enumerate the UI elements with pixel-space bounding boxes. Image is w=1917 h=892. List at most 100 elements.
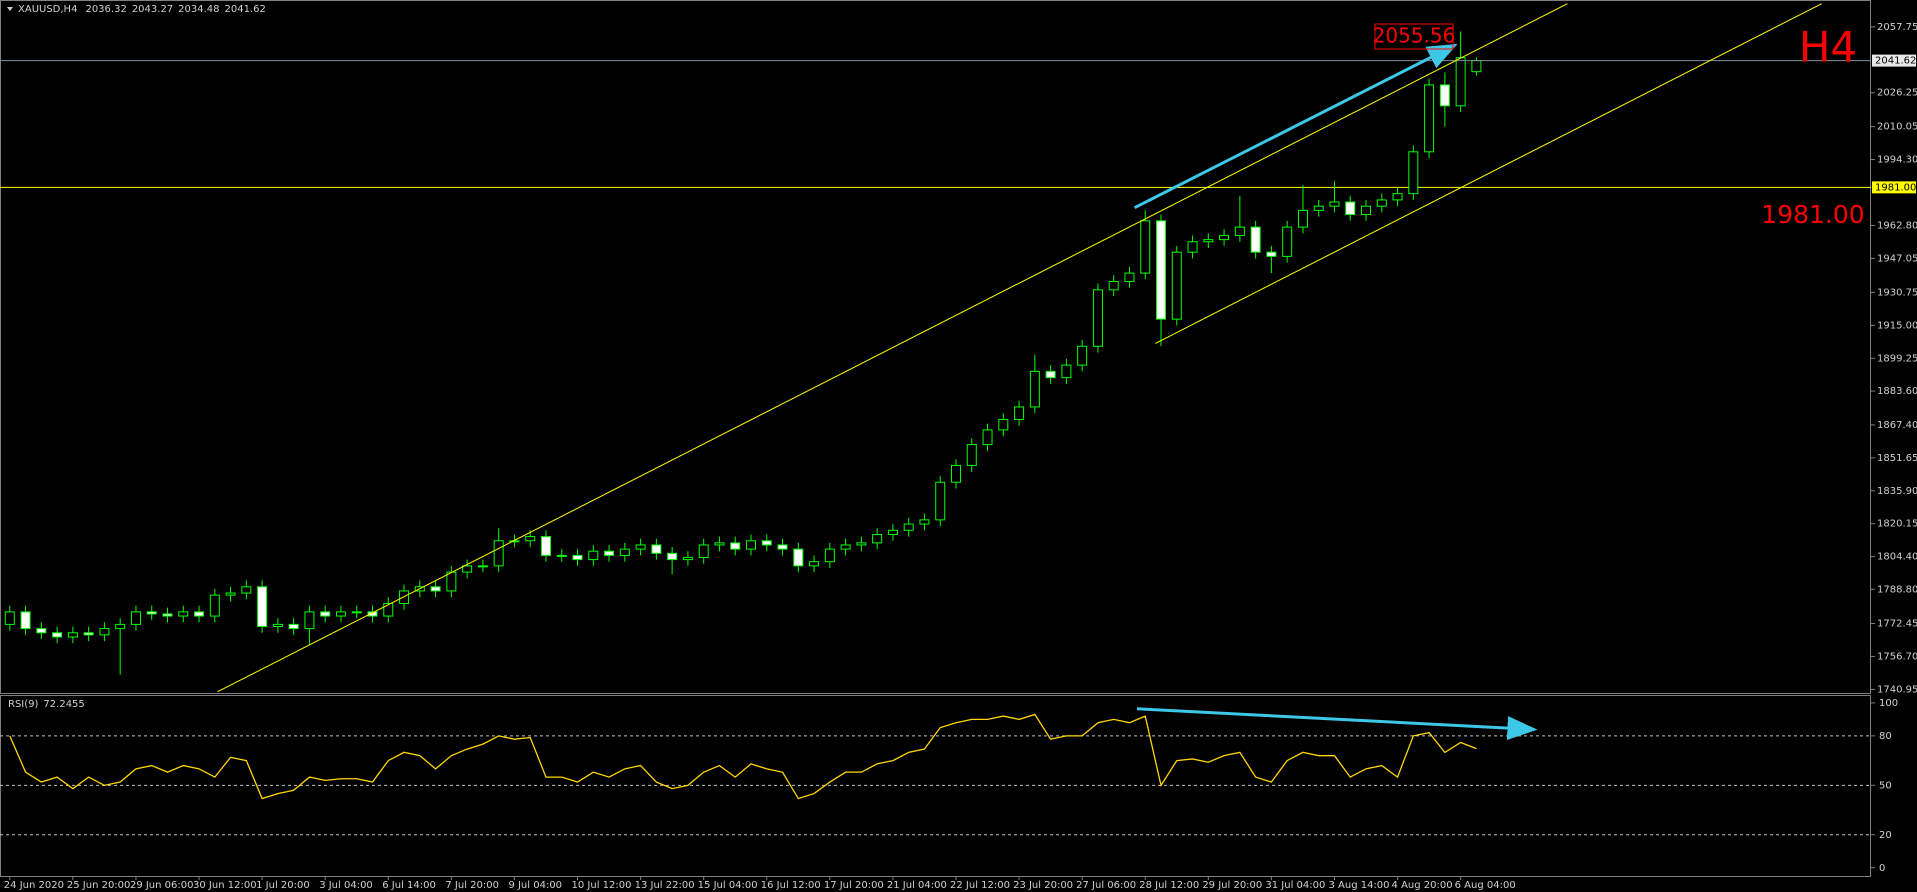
x-tick-label: 27 Jul 06:00	[1076, 880, 1136, 891]
candle-body	[178, 611, 189, 617]
rsi-panel-frame	[0, 695, 1871, 877]
x-tick-label: 4 Aug 20:00	[1392, 880, 1453, 891]
y-tick-label: 100	[1879, 698, 1898, 709]
y-tick-label: 1930.75	[1877, 287, 1917, 298]
candle-body	[619, 548, 630, 556]
candle-body	[1345, 201, 1356, 216]
symbol: XAUUSD,H4	[18, 4, 77, 15]
candle-body	[1439, 84, 1450, 107]
rsi-line	[9, 713, 1477, 800]
candle-body	[951, 464, 961, 483]
candle-body	[604, 550, 615, 556]
current-price-box	[1872, 54, 1916, 67]
candle-body	[998, 418, 1009, 431]
x-tick-label: 31 Jul 04:00	[1265, 880, 1325, 891]
y-tick-label: 1899.25	[1877, 353, 1917, 364]
y-tick-label: 1962.80	[1877, 220, 1917, 231]
candle-body	[730, 542, 741, 550]
candle-body	[257, 586, 268, 628]
candle-body	[1171, 251, 1182, 320]
candle-body	[20, 611, 31, 630]
candle-body	[982, 429, 993, 446]
x-tick-label: 9 Jul 04:00	[508, 880, 562, 891]
candle-body	[1376, 199, 1387, 207]
candle-body	[856, 542, 867, 546]
candle-body	[272, 623, 283, 628]
candle-body	[241, 586, 252, 594]
candle-body	[1313, 205, 1324, 211]
candle-body	[761, 540, 772, 546]
y-tick-label: 2057.75	[1877, 22, 1917, 33]
x-tick-label: 30 Jun 12:00	[193, 880, 257, 891]
rsi-name: RSI(9)	[8, 699, 39, 710]
y-tick-label: 1947.05	[1877, 253, 1917, 264]
candle-body	[1219, 234, 1230, 241]
chart-header: XAUUSD,H4 2036.32 2043.27 2034.48 2041.62	[18, 4, 266, 15]
rsi-header: RSI(9) 72.2455	[8, 699, 85, 710]
candle-body	[1061, 364, 1072, 379]
channel-line	[1155, 3, 1822, 344]
x-tick-label: 10 Jul 12:00	[572, 880, 632, 891]
candle-body	[1282, 226, 1293, 257]
y-tick-label: 1772.45	[1877, 618, 1917, 629]
candle-body	[1092, 289, 1103, 347]
candle-body	[493, 540, 504, 567]
candle-body	[714, 542, 725, 546]
candle-body	[651, 544, 662, 554]
header-open: 2036.32	[85, 4, 126, 15]
x-tick-label: 22 Jul 12:00	[950, 880, 1010, 891]
channel-line	[217, 3, 1568, 693]
y-tick-label: 1804.40	[1877, 552, 1917, 563]
x-tick-label: 25 Jun 20:00	[67, 880, 131, 891]
y-tick-label: 1994.30	[1877, 155, 1917, 166]
candle-body	[556, 554, 567, 557]
candle-body	[367, 611, 378, 617]
candle-body	[809, 561, 820, 567]
x-tick-label: 3 Aug 14:00	[1328, 880, 1389, 891]
header-high: 2043.27	[132, 4, 173, 15]
high-annotation-box	[1374, 23, 1454, 50]
candle-body	[667, 552, 678, 561]
x-tick-label: 13 Jul 22:00	[635, 880, 695, 891]
candle-body	[1140, 220, 1151, 274]
candle-body	[52, 632, 63, 638]
header-low: 2034.48	[178, 4, 219, 15]
x-tick-label: 17 Jul 20:00	[824, 880, 884, 891]
candle-body	[335, 611, 346, 617]
plot-area: 2057.75 2026.25 2010.05 1994.30 1962.80 1947.…	[0, 22, 1917, 891]
candle-body	[83, 632, 94, 636]
candle-body	[209, 594, 220, 617]
candle-body	[477, 565, 488, 568]
candle-body	[698, 544, 709, 558]
current-price-label: 2041.62	[1875, 56, 1916, 67]
candle-body	[288, 623, 299, 630]
candle-body	[793, 548, 804, 567]
x-tick-label: 1 Jul 20:00	[256, 880, 310, 891]
x-tick-label: 15 Jul 04:00	[698, 880, 758, 891]
candle-body	[1124, 272, 1135, 282]
candle-body	[1408, 151, 1419, 195]
x-tick-label: 29 Jun 06:00	[130, 880, 194, 891]
y-tick-label: 1740.95	[1877, 684, 1917, 695]
candle-body	[935, 481, 946, 521]
candle-body	[1361, 205, 1372, 216]
candle-body	[840, 544, 851, 550]
y-tick-label: 80	[1879, 731, 1892, 742]
candle-body	[462, 565, 473, 573]
x-tick-label: 23 Jul 20:00	[1013, 880, 1073, 891]
candle-body	[320, 611, 331, 617]
candle-body	[1234, 226, 1245, 236]
candle-body	[4, 611, 15, 625]
candle-body	[225, 592, 236, 596]
candle-body	[115, 623, 126, 630]
period-label: H4	[1799, 23, 1857, 72]
x-tick-label: 21 Jul 04:00	[887, 880, 947, 891]
y-tick-label: 1835.90	[1877, 486, 1917, 497]
candle-body	[635, 544, 646, 550]
y-tick-label: 1851.65	[1877, 453, 1917, 464]
x-tick-label: 24 Jun 2020	[4, 880, 64, 891]
candle-body	[351, 611, 362, 614]
trend-arrow	[1133, 43, 1458, 210]
high-annotation: 2055.56	[1373, 24, 1456, 48]
